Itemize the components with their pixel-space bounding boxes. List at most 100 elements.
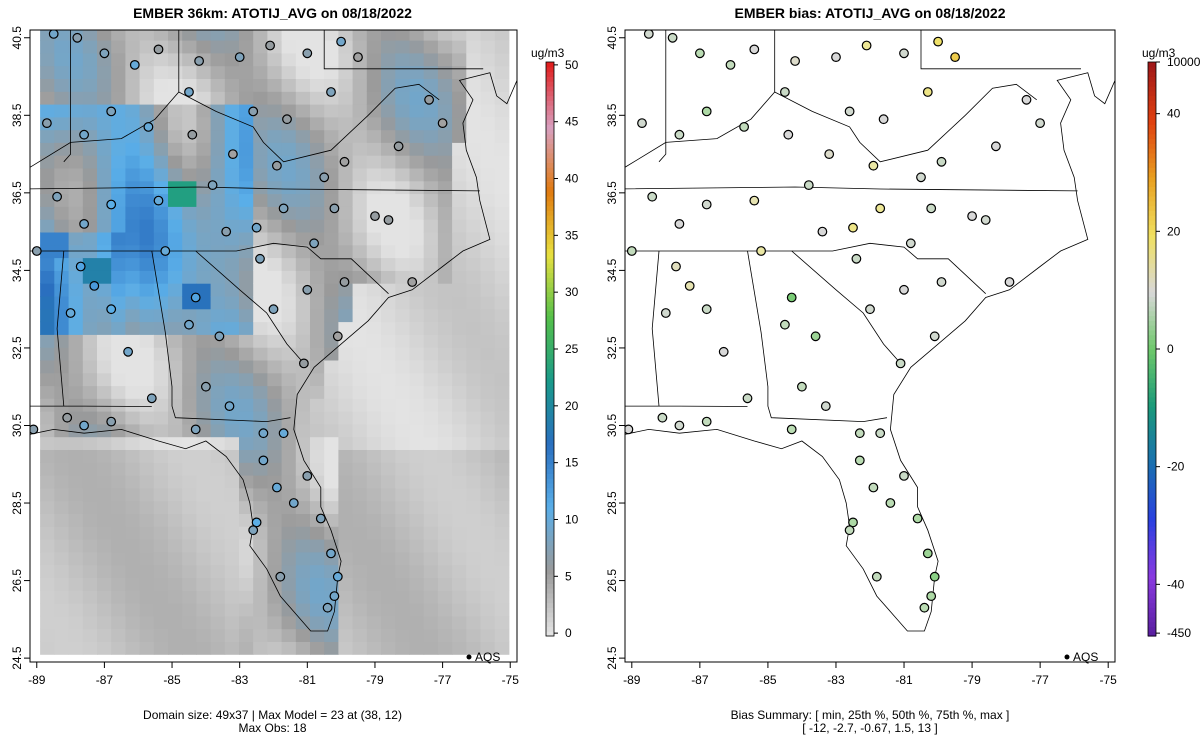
grid-cell (466, 321, 481, 335)
grid-cell (295, 641, 311, 655)
grid-cell (437, 308, 453, 323)
colorbar-step (546, 349, 554, 355)
grid-cell (452, 219, 467, 233)
grid-cell (381, 526, 396, 540)
colorbar-step (546, 516, 554, 522)
bias-summary-values: [ -12, -2.7, -0.67, 1.5, 13 ] (802, 721, 938, 735)
colorbar-step (546, 229, 554, 235)
grid-cell (82, 577, 98, 591)
grid-cell (182, 116, 197, 131)
grid-cell (182, 244, 197, 259)
grid-cell (338, 628, 354, 642)
grid-cell (466, 411, 481, 425)
grid-cell (68, 360, 84, 374)
grid-cell (125, 30, 141, 41)
grid-cell (480, 372, 496, 387)
grid-cell (409, 321, 425, 335)
left-x-axis: -89 -87 -85 -83 -81 -79 -77 -75 (28, 662, 519, 687)
grid-cell (409, 193, 425, 207)
grid-cell (153, 360, 169, 374)
grid-cell (452, 129, 467, 143)
monitor-site (885, 498, 896, 508)
grid-cell (239, 372, 254, 387)
grid-cell (153, 385, 169, 399)
grid-cell (82, 270, 98, 284)
grid-cell (409, 78, 425, 92)
grid-cell (111, 116, 126, 131)
grid-cell (54, 436, 69, 450)
grid-cell (97, 590, 112, 604)
colorbar-step (1148, 95, 1156, 101)
grid-cell (423, 129, 439, 143)
grid-cell (281, 641, 297, 655)
grid-cell (437, 411, 453, 425)
colorbar-step (1148, 392, 1156, 398)
grid-cell (267, 30, 283, 41)
grid-cell (224, 155, 240, 169)
grid-cell (54, 462, 69, 476)
grid-cell (125, 615, 141, 630)
grid-cell (295, 564, 311, 578)
state-border (195, 250, 305, 364)
x-tick-label: -75 (1100, 673, 1118, 687)
colorbar-step (1148, 387, 1156, 393)
grid-cell (125, 308, 141, 323)
grid-cell (196, 65, 212, 79)
grid-cell (338, 232, 354, 246)
grid-cell (97, 603, 112, 617)
grid-cell (437, 628, 453, 642)
grid-cell (253, 155, 268, 169)
grid-cell (310, 372, 325, 387)
grid-cell (466, 539, 481, 553)
grid-cell (182, 590, 197, 604)
grid-cell (494, 30, 510, 41)
grid-cell (310, 155, 325, 169)
state-border (56, 250, 65, 407)
colorbar-step (1148, 119, 1156, 125)
grid-cell (40, 641, 55, 655)
grid-cell (224, 116, 240, 131)
grid-cell (125, 283, 141, 297)
grid-cell (466, 52, 481, 67)
grid-cell (111, 564, 126, 578)
grid-cell (423, 615, 439, 630)
colorbar-step (1148, 511, 1156, 518)
grid-cell (310, 40, 325, 54)
grid-cell (182, 206, 197, 220)
grid-cell (352, 513, 368, 527)
colorbar-step (1148, 100, 1156, 106)
grid-cell (253, 500, 268, 514)
grid-cell (153, 142, 169, 156)
colorbar-step (546, 549, 554, 556)
grid-cell (409, 411, 425, 425)
grid-cell (409, 30, 425, 41)
colorbar-step (1148, 377, 1156, 384)
grid-cell (352, 526, 368, 540)
grid-cell (125, 513, 141, 527)
grid-cell (466, 308, 481, 323)
monitor-site (309, 238, 320, 249)
x-tick-label: -87 (96, 673, 114, 687)
monitor-site (207, 180, 218, 191)
grid-cell (423, 65, 439, 79)
colorbar-step (546, 358, 554, 364)
grid-cell (381, 257, 396, 271)
grid-cell (395, 30, 410, 41)
grid-cell (423, 551, 439, 566)
monitor-site (99, 48, 110, 59)
grid-cell (196, 334, 212, 348)
monitor-site (899, 284, 909, 295)
colorbar-step (546, 310, 554, 317)
grid-cell (82, 398, 98, 412)
monitor-site (79, 420, 89, 431)
colorbar-step (1148, 525, 1156, 532)
grid-cell (153, 500, 169, 514)
grid-cell (210, 411, 226, 425)
colorbar-step (546, 439, 554, 446)
grid-cell (494, 270, 510, 284)
colorbar-step (546, 492, 554, 498)
grid-cell (182, 628, 197, 642)
grid-cell (68, 193, 84, 207)
grid-cell (324, 219, 339, 233)
grid-cell (452, 462, 467, 476)
